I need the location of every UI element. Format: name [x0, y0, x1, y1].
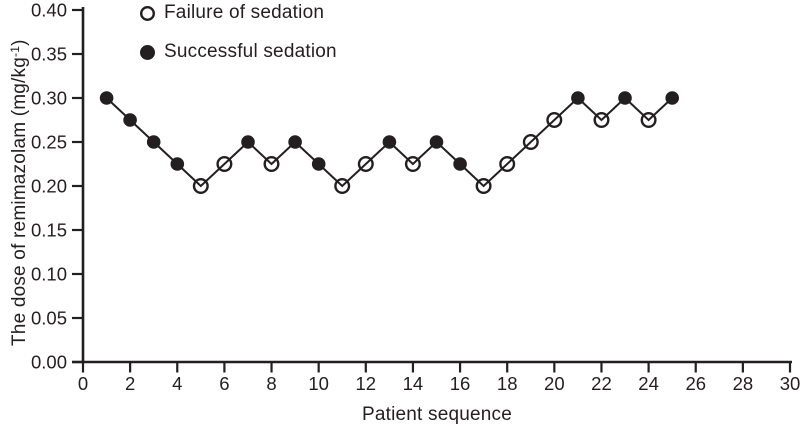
- point-successful-sedation: [170, 157, 185, 171]
- data-points: [99, 91, 679, 194]
- point-successful-sedation: [99, 91, 114, 105]
- y-axis-title-close: ): [9, 39, 30, 46]
- point-successful-sedation: [241, 135, 255, 149]
- x-axis-title: Patient sequence: [361, 404, 513, 425]
- x-tick-label: 2: [125, 373, 135, 394]
- legend-label-success: Successful sedation: [164, 41, 337, 62]
- x-tick-label: 20: [544, 373, 565, 394]
- x-tick-label: 10: [308, 373, 329, 394]
- point-failure-of-sedation: [593, 111, 610, 128]
- open-circle-icon: [139, 5, 156, 21]
- point-failure-of-sedation: [357, 155, 374, 172]
- point-successful-sedation: [618, 91, 632, 105]
- x-tick-label: 18: [497, 373, 518, 394]
- y-axis-ticks: 0.00 0.05 0.10 0.15 0.20 0.25 0.30 0.35 0.40: [31, 0, 83, 373]
- y-tick-label: 0.20: [31, 176, 67, 197]
- point-failure-of-sedation: [475, 177, 492, 194]
- point-successful-sedation: [453, 157, 467, 171]
- point-failure-of-sedation: [263, 155, 280, 172]
- point-successful-sedation: [123, 113, 137, 127]
- point-failure-of-sedation: [499, 155, 516, 172]
- point-failure-of-sedation: [522, 133, 539, 150]
- point-successful-sedation: [665, 91, 679, 105]
- x-tick-label: 16: [450, 373, 471, 394]
- point-failure-of-sedation: [546, 111, 563, 128]
- x-axis-ticks: 0 2 4 6 8 10 12 14 16 18 20 22 24 26 28 30: [78, 362, 800, 394]
- y-tick-label: 0.30: [31, 88, 67, 109]
- x-tick-label: 26: [685, 373, 706, 394]
- point-successful-sedation: [288, 135, 302, 149]
- x-tick-label: 28: [733, 373, 754, 394]
- point-failure-of-sedation: [640, 111, 657, 128]
- y-tick-label: 0.05: [31, 308, 67, 329]
- x-tick-label: 8: [266, 373, 276, 394]
- legend: Failure of sedation Successful sedation: [139, 2, 337, 80]
- point-successful-sedation: [311, 157, 326, 171]
- point-successful-sedation: [429, 135, 444, 149]
- y-tick-label: 0.10: [31, 264, 67, 285]
- y-tick-label: 0.25: [31, 132, 67, 153]
- y-axis-title-text: The dose of remimazolam (mg/kg: [9, 57, 30, 346]
- point-failure-of-sedation: [334, 177, 351, 194]
- legend-label-failure: Failure of sedation: [164, 2, 325, 23]
- y-tick-label: 0.35: [31, 44, 67, 65]
- point-successful-sedation: [146, 135, 161, 149]
- point-failure-of-sedation: [192, 177, 209, 194]
- point-failure-of-sedation: [216, 155, 233, 172]
- point-successful-sedation: [571, 91, 585, 105]
- y-tick-label: 0.40: [31, 0, 67, 21]
- x-tick-label: 12: [356, 373, 377, 394]
- x-tick-label: 30: [780, 373, 800, 394]
- x-tick-label: 0: [78, 373, 88, 394]
- x-tick-label: 14: [403, 373, 424, 394]
- legend-item-failure: Failure of sedation: [139, 2, 337, 24]
- y-axis-title-superscript: -1: [8, 45, 22, 57]
- filled-circle-icon: [140, 44, 155, 60]
- y-axis-title: The dose of remimazolam (mg/kg-1): [8, 39, 31, 346]
- legend-item-success: Successful sedation: [139, 41, 337, 63]
- point-successful-sedation: [382, 135, 397, 149]
- x-tick-label: 24: [638, 373, 659, 394]
- x-tick-label: 6: [219, 373, 229, 394]
- y-tick-label: 0.00: [31, 352, 67, 373]
- x-tick-label: 4: [172, 373, 182, 394]
- y-tick-label: 0.15: [31, 220, 67, 241]
- x-tick-label: 22: [591, 373, 612, 394]
- point-failure-of-sedation: [404, 155, 421, 172]
